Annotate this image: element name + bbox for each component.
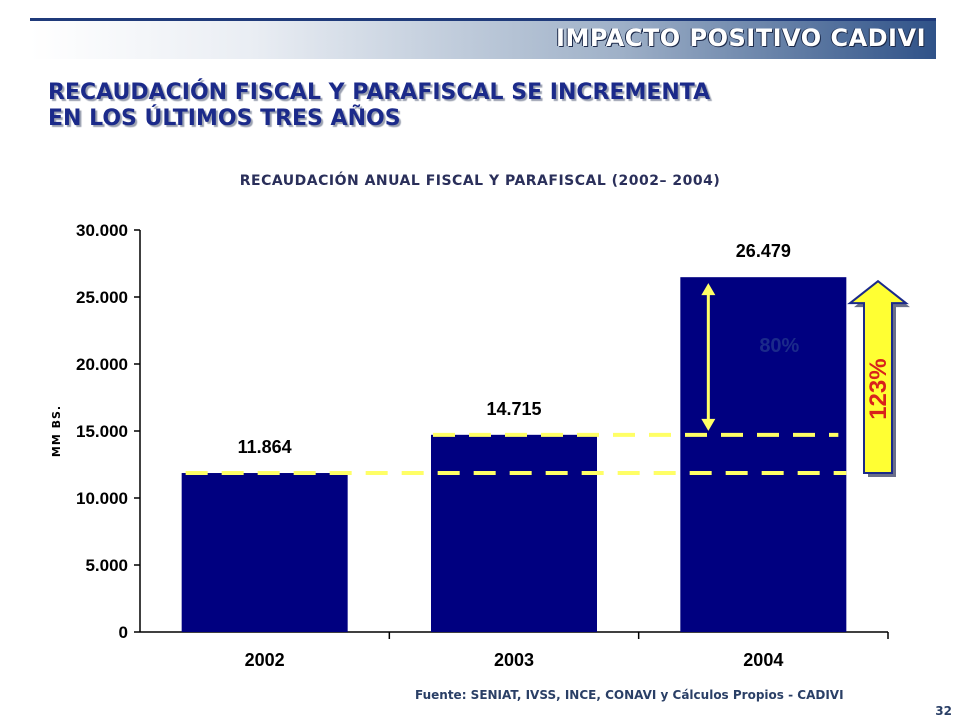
headline: RECAUDACIÓN FISCAL Y PARAFISCAL SE INCRE… [48, 80, 848, 132]
label-123-percent: 123% [865, 358, 892, 419]
page-number: 32 [935, 704, 952, 718]
headline-line-1: RECAUDACIÓN FISCAL Y PARAFISCAL SE INCRE… [48, 80, 711, 105]
x-tick-label-2002: 2002 [245, 650, 285, 670]
bar-2002 [181, 473, 348, 632]
bar-2004 [680, 277, 847, 632]
arrow-123 [847, 279, 909, 475]
y-tick-label: 30.000 [76, 221, 128, 240]
y-tick-label: 10.000 [76, 489, 128, 508]
y-tick-label: 15.000 [76, 422, 128, 441]
header-bar: IMPACTO POSITIVO CADIVI [30, 21, 936, 59]
arrow-80-head-up [701, 283, 716, 296]
x-tick-label-2003: 2003 [494, 650, 534, 670]
data-label-2003: 14.715 [486, 399, 541, 419]
arrow-80-head-down [701, 418, 716, 431]
x-tick-label-2004: 2004 [743, 650, 783, 670]
y-tick-label: 0 [119, 623, 128, 642]
y-axis-label: MM BS. [50, 405, 63, 457]
y-tick-label: 20.000 [76, 355, 128, 374]
header-title: IMPACTO POSITIVO CADIVI [556, 24, 926, 52]
headline-line-2: EN LOS ÚLTIMOS TRES AÑOS [48, 106, 401, 131]
bar-2003 [431, 434, 597, 632]
data-label-2004: 26.479 [736, 241, 791, 261]
y-tick-label: 5.000 [85, 556, 128, 575]
y-tick-label: 25.000 [76, 288, 128, 307]
source-note: Fuente: SENIAT, IVSS, INCE, CONAVI y Cál… [415, 688, 844, 702]
header-rule [30, 18, 936, 21]
data-label-2002: 11.864 [238, 437, 292, 457]
label-80-percent: 80% [759, 335, 799, 357]
chart-title: RECAUDACIÓN ANUAL FISCAL Y PARAFISCAL (2… [239, 173, 721, 189]
